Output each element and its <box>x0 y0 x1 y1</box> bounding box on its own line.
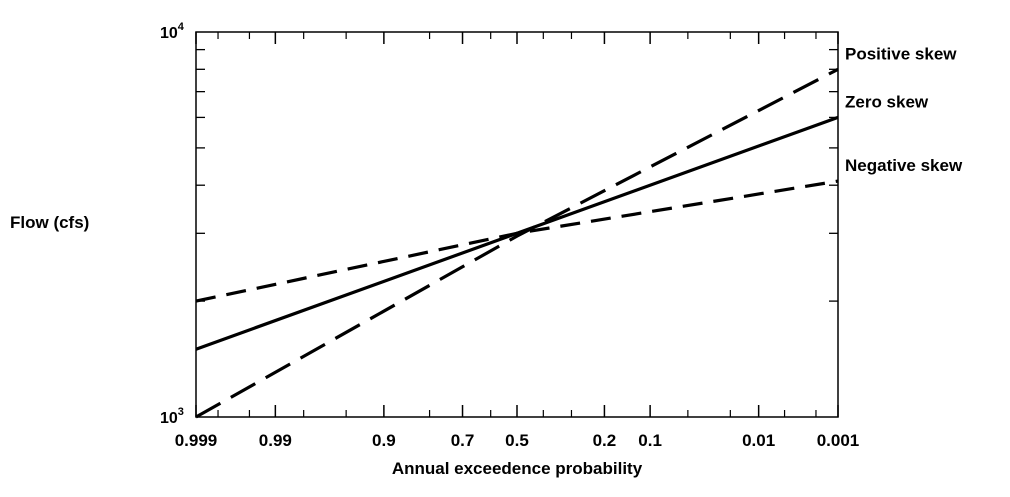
x-tick-label: 0.2 <box>593 431 617 450</box>
x-tick-label: 0.999 <box>175 431 218 450</box>
series-label: Negative skew <box>845 156 963 175</box>
x-tick-label: 0.1 <box>638 431 662 450</box>
y-axis-label: Flow (cfs) <box>10 213 89 232</box>
series-label: Zero skew <box>845 92 929 111</box>
y-tick-exponent: 4 <box>178 21 185 33</box>
y-minor-ticks <box>196 48 838 302</box>
y-tick-base: 10 <box>160 410 178 427</box>
x-tick-label: 0.99 <box>259 431 292 450</box>
x-ticks: 0.999 0.99 0.9 0.7 0.5 0.2 0.1 0.01 0.001 <box>175 32 860 450</box>
series-label: Positive skew <box>845 44 957 63</box>
x-tick-label: 0.01 <box>742 431 775 450</box>
x-tick-label: 0.9 <box>372 431 396 450</box>
series-line-3 <box>195 179 839 303</box>
y-tick-exponent: 3 <box>178 406 184 418</box>
x-axis-label: Annual exceedence probability <box>392 459 643 478</box>
x-tick-label: 0.5 <box>505 431 529 450</box>
series-lines <box>195 67 839 419</box>
y-tick-base: 10 <box>160 25 178 42</box>
series-labels: Positive skew Zero skew Negative skew <box>845 44 963 175</box>
series-line-1 <box>195 67 839 419</box>
y-tick-label: 104 <box>160 21 185 42</box>
x-tick-label: 0.7 <box>451 431 475 450</box>
y-tick-label: 103 <box>160 406 184 427</box>
plot-area <box>195 31 839 418</box>
x-tick-label: 0.001 <box>817 431 860 450</box>
